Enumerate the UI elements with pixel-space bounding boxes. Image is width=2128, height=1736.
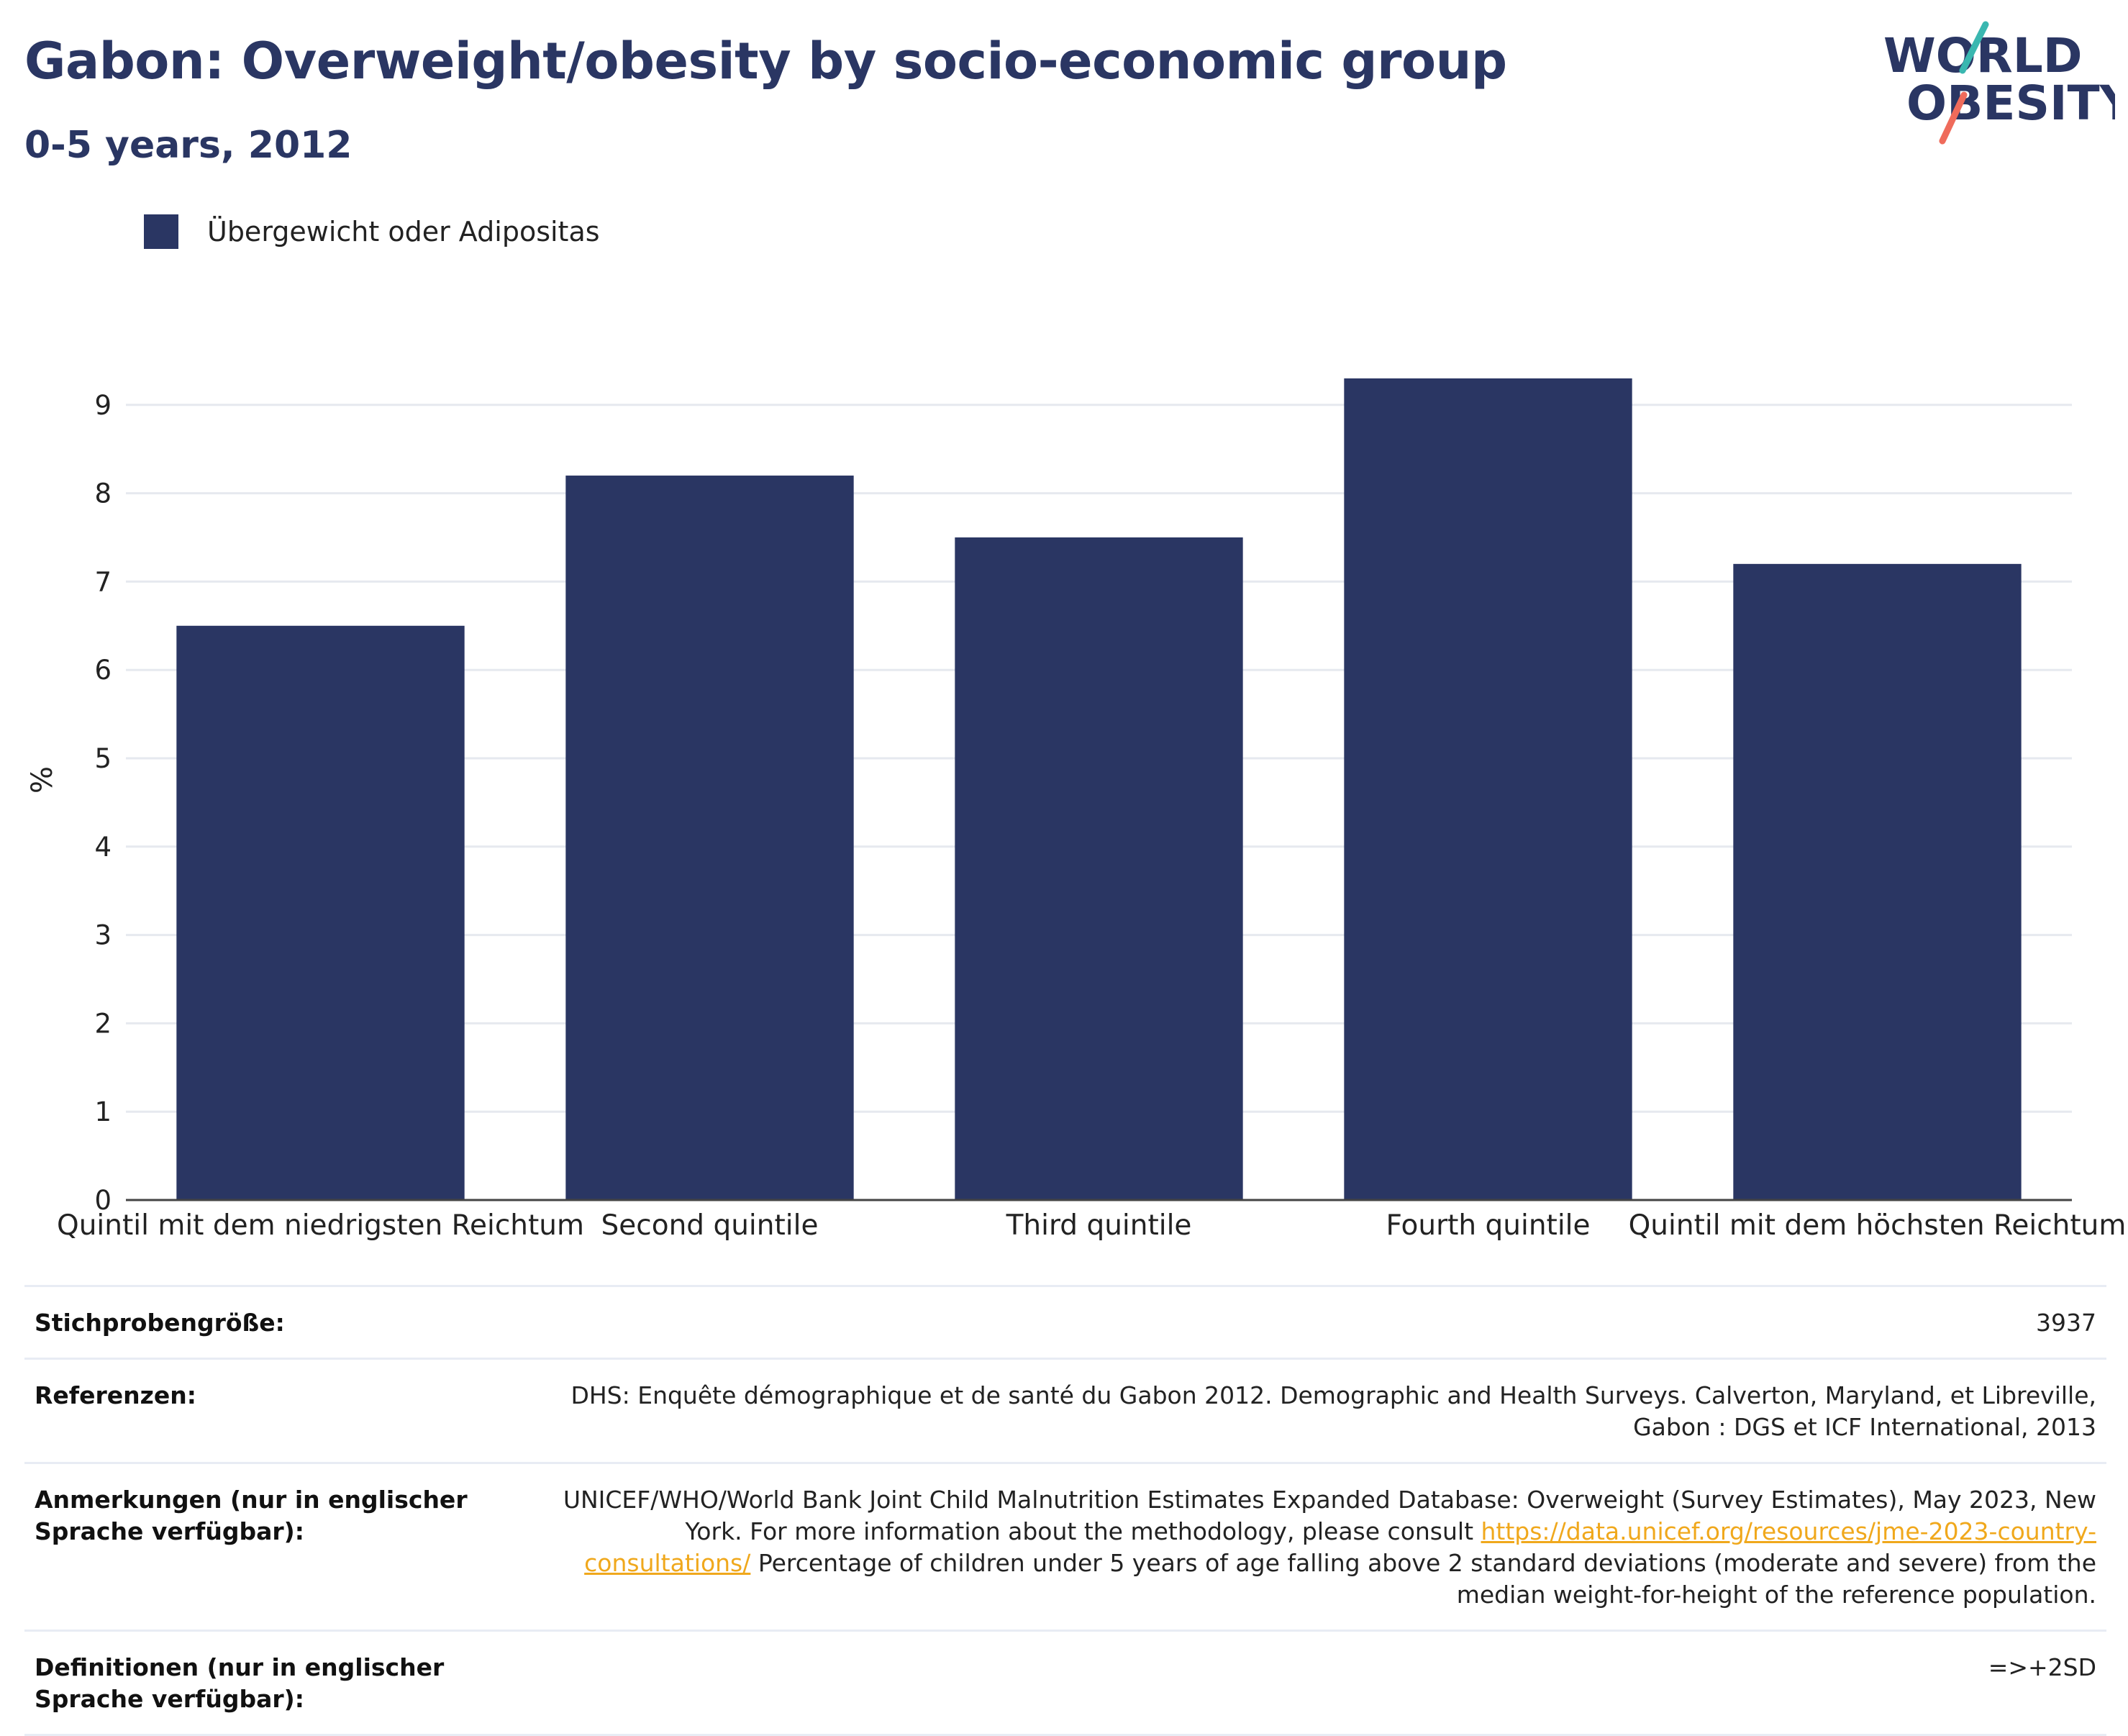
y-tick-label: 9 — [94, 390, 112, 421]
y-axis-title: % — [26, 766, 59, 794]
info-row-notes: Anmerkungen (nur in englischer Sprache v… — [24, 1462, 2106, 1630]
y-tick-label: 8 — [94, 478, 112, 509]
y-tick-label: 3 — [94, 920, 112, 951]
info-value: DHS: Enquête démographique et de santé d… — [570, 1381, 2096, 1441]
notes-text-after: Percentage of children under 5 years of … — [750, 1549, 2096, 1609]
x-tick-label: Fourth quintile — [1386, 1209, 1590, 1242]
info-label: Referenzen: — [35, 1381, 196, 1409]
chart-subtitle: 0-5 years, 2012 — [24, 124, 353, 167]
y-tick-label: 5 — [94, 743, 112, 774]
y-tick-label: 4 — [94, 832, 112, 863]
info-label: Definitionen (nur in englischer Sprache … — [35, 1653, 445, 1713]
logo-slash-coral — [1939, 91, 1968, 145]
legend-label: Übergewicht oder Adipositas — [207, 216, 600, 247]
bar — [1733, 563, 2022, 1200]
x-tick-label: Quintil mit dem höchsten Reichtum — [1629, 1209, 2127, 1242]
info-row-definitions: Definitionen (nur in englischer Sprache … — [24, 1630, 2106, 1736]
logo-text-world: WORLD — [1883, 28, 2083, 83]
y-tick-label: 7 — [94, 566, 112, 597]
y-tick-label: 2 — [94, 1008, 112, 1039]
x-tick-label: Third quintile — [1006, 1209, 1192, 1242]
info-row-references: Referenzen: DHS: Enquête démographique e… — [24, 1358, 2106, 1462]
chart-title: Gabon: Overweight/obesity by socio-econo… — [24, 32, 1507, 91]
info-label: Anmerkungen (nur in englischer Sprache v… — [35, 1486, 468, 1545]
info-label: Stichprobengröße: — [35, 1309, 285, 1337]
info-value: UNICEF/WHO/World Bank Joint Child Malnut… — [553, 1484, 2096, 1611]
bar — [955, 537, 1243, 1200]
logo-text-obesity: OBESITY — [1906, 76, 2115, 131]
logo-slash-teal — [1959, 21, 1989, 74]
info-value: 3937 — [2036, 1309, 2096, 1337]
legend[interactable]: Übergewicht oder Adipositas — [144, 214, 600, 249]
bar — [1344, 378, 1632, 1201]
info-table: Stichprobengröße: 3937 Referenzen: DHS: … — [24, 1285, 2106, 1736]
y-tick-label: 0 — [94, 1185, 112, 1216]
bar — [565, 476, 854, 1200]
y-tick-label: 1 — [94, 1096, 112, 1127]
x-tick-label: Quintil mit dem niedrigsten Reichtum — [57, 1209, 584, 1242]
methodology-link[interactable]: https://data.unicef.org/resources/jme-20… — [584, 1517, 2096, 1577]
bar-chart: 0 1 2 3 4 5 6 7 8 9% Quintil mit dem niedrigsten R… — [26, 378, 2127, 1242]
notes-text-before: UNICEF/WHO/World Bank Joint Child Malnut… — [563, 1486, 2096, 1545]
info-value: =>+2SD — [1988, 1653, 2096, 1681]
world-obesity-logo: WORLD OBESITY — [1883, 21, 2115, 145]
info-row-sample-size: Stichprobengröße: 3937 — [24, 1285, 2106, 1358]
legend-swatch — [144, 214, 178, 249]
bar — [176, 625, 465, 1200]
x-tick-label: Second quintile — [601, 1209, 819, 1242]
y-tick-label: 6 — [94, 655, 112, 686]
